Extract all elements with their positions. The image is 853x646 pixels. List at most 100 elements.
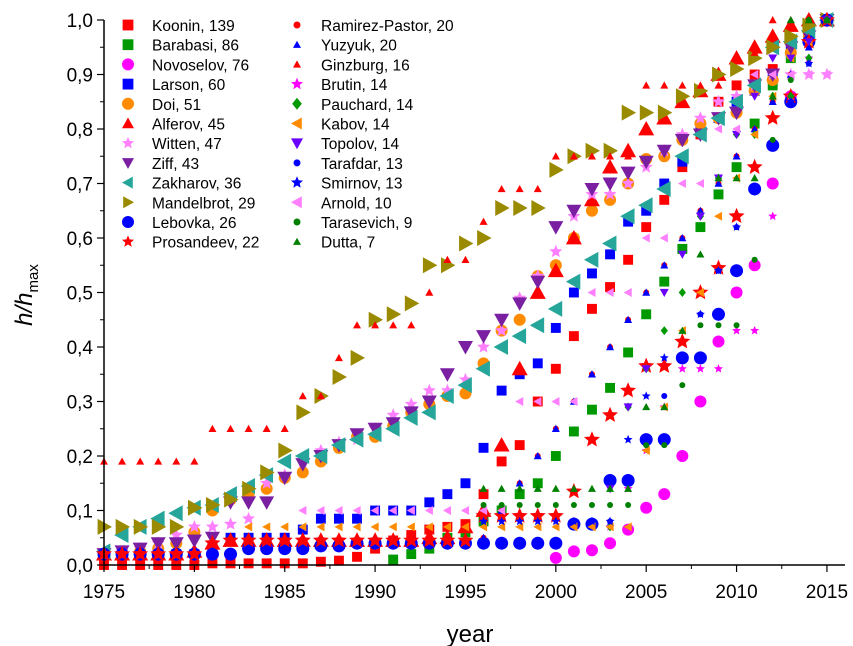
data-point: [330, 437, 346, 454]
series-23: [479, 16, 831, 492]
data-point: [531, 536, 545, 550]
data-point: [352, 513, 362, 524]
data-point: [714, 81, 723, 89]
data-point: [787, 76, 794, 83]
legend-item: Yuzyuk, 20: [293, 38, 397, 55]
data-point: [276, 453, 292, 470]
data-point: [623, 347, 634, 358]
data-point: [352, 522, 361, 532]
data-point: [588, 502, 595, 509]
legend-marker: [293, 60, 301, 68]
data-point: [620, 208, 635, 225]
data-point: [732, 325, 742, 335]
legend-marker: [122, 97, 134, 110]
data-point: [278, 442, 293, 459]
data-point: [479, 484, 488, 492]
legend-label: Zakharov, 36: [152, 176, 241, 193]
legend-label: Topolov, 14: [321, 136, 400, 153]
data-point: [478, 489, 489, 500]
legend-marker: [291, 196, 302, 209]
data-point: [244, 522, 253, 532]
data-point: [349, 431, 364, 448]
data-point: [549, 551, 562, 564]
data-point: [424, 524, 435, 535]
y-tick-label: 0,6: [67, 229, 93, 250]
data-point: [242, 480, 257, 497]
data-point: [403, 532, 420, 548]
data-point: [334, 353, 343, 362]
data-point: [607, 502, 614, 509]
data-point: [602, 235, 617, 252]
data-point: [804, 16, 813, 24]
legend-item: Arnold, 10: [291, 195, 392, 212]
legend-marker: [291, 176, 303, 188]
data-point: [547, 262, 564, 278]
legend-label: Mandelbrot, 29: [152, 195, 255, 212]
y-tick-label: 0,3: [67, 393, 93, 414]
data-point: [244, 424, 253, 432]
data-point: [513, 536, 527, 550]
data-point: [186, 545, 203, 561]
data-point: [298, 522, 307, 532]
data-point: [710, 110, 725, 127]
data-point: [298, 506, 307, 515]
data-point: [786, 16, 795, 24]
data-point: [386, 306, 402, 323]
legend-marker: [122, 216, 134, 228]
legend-item: Tarafdar, 13: [293, 156, 403, 173]
x-tick-label: 2010: [715, 582, 757, 603]
data-point: [696, 206, 705, 214]
data-point: [641, 222, 652, 233]
data-point: [658, 488, 671, 501]
data-point: [750, 184, 760, 193]
data-point: [764, 28, 781, 43]
data-point: [769, 136, 776, 143]
legend-item: Smirnov, 13: [291, 176, 403, 193]
data-point: [786, 70, 795, 79]
data-point: [136, 457, 145, 465]
legend-marker: [122, 117, 134, 129]
data-point: [642, 288, 651, 296]
data-point: [475, 360, 490, 377]
data-point: [367, 422, 383, 437]
y-tick-label: 1,0: [67, 11, 93, 32]
data-point: [550, 322, 561, 333]
data-point: [643, 442, 650, 449]
data-point: [623, 254, 634, 265]
data-point: [565, 230, 582, 245]
data-point: [695, 288, 705, 297]
data-point: [224, 517, 237, 530]
data-point: [297, 558, 308, 569]
data-point: [606, 343, 615, 351]
legend-marker: [123, 196, 134, 209]
data-point: [224, 491, 239, 508]
y-tick-label: 0,4: [67, 338, 94, 359]
data-point: [515, 484, 524, 492]
data-point: [749, 118, 760, 129]
data-point: [711, 307, 725, 321]
data-point: [568, 287, 579, 298]
data-point: [276, 532, 293, 548]
data-point: [712, 335, 725, 348]
data-point: [750, 125, 759, 133]
data-point: [713, 211, 723, 221]
data-point: [479, 506, 488, 515]
data-point: [750, 92, 760, 101]
data-point: [603, 187, 617, 200]
x-tick-label: 1975: [83, 582, 125, 603]
legend-marker: [291, 77, 303, 90]
data-point: [461, 255, 470, 263]
data-point: [714, 174, 723, 182]
data-point: [656, 357, 673, 373]
data-point: [606, 152, 615, 160]
legend-marker: [293, 40, 301, 48]
data-point: [714, 179, 723, 187]
y-tick-label: 0,1: [67, 502, 93, 523]
data-point: [768, 92, 777, 100]
data-point: [115, 518, 131, 535]
data-point: [822, 70, 831, 79]
data-point: [479, 217, 488, 225]
data-point: [294, 532, 311, 548]
data-point: [493, 507, 510, 523]
data-point: [367, 426, 382, 443]
